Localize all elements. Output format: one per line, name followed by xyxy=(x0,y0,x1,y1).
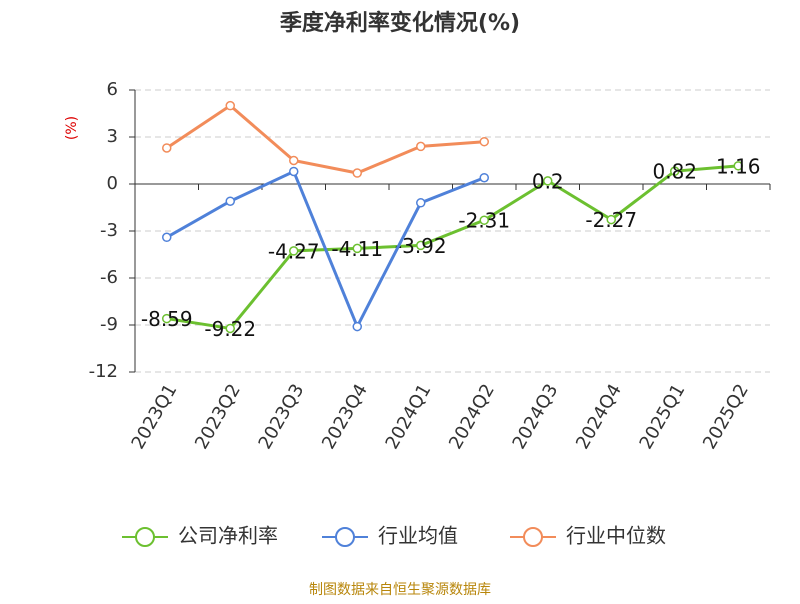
data-point xyxy=(289,246,299,256)
y-tick-label: 3 xyxy=(107,126,118,147)
data-label: -2.27 xyxy=(585,208,637,232)
legend-marker xyxy=(335,527,355,547)
legend-label: 公司净利率 xyxy=(178,524,278,548)
data-point xyxy=(479,136,489,147)
data-point xyxy=(289,155,299,166)
x-tick-label: 2025Q2 xyxy=(699,381,753,453)
data-label: -4.11 xyxy=(331,237,383,261)
x-tick-label: 2024Q4 xyxy=(572,381,626,453)
series-line xyxy=(165,103,485,175)
data-label: 0.2 xyxy=(532,169,564,193)
data-point xyxy=(225,100,235,111)
x-tick-label: 2024Q1 xyxy=(382,381,436,453)
data-point xyxy=(352,321,362,332)
y-tick-label: -12 xyxy=(89,361,118,382)
data-point xyxy=(416,240,426,251)
y-tick-label: -9 xyxy=(100,314,118,335)
source-note: 制图数据来自恒生聚源数据库 xyxy=(309,582,491,598)
y-tick-label: -3 xyxy=(100,220,118,241)
data-point xyxy=(162,143,172,153)
data-label: -4.27 xyxy=(268,239,320,263)
data-point xyxy=(225,323,235,334)
data-point xyxy=(162,232,172,243)
data-point xyxy=(479,215,489,225)
data-point xyxy=(416,198,426,208)
legend-label: 行业中位数 xyxy=(566,524,666,548)
y-tick-label: 0 xyxy=(107,173,118,194)
data-point xyxy=(352,243,362,254)
y-tick-label: -6 xyxy=(100,267,118,288)
data-label: 0.82 xyxy=(652,160,697,184)
series-line xyxy=(166,169,485,331)
chart-title: 季度净利率变化情况(%) xyxy=(280,10,520,36)
data-label: 1.16 xyxy=(716,154,761,178)
data-point xyxy=(543,176,553,186)
x-tick-label: 2024Q2 xyxy=(445,381,499,453)
x-tick-label: 2025Q1 xyxy=(636,381,690,453)
y-tick-label: 6 xyxy=(107,79,118,100)
series-line xyxy=(166,164,739,331)
data-label: -2.31 xyxy=(458,209,510,233)
data-label: -8.59 xyxy=(141,307,193,331)
x-tick-label: 2023Q4 xyxy=(318,381,372,453)
data-point xyxy=(733,161,743,171)
x-tick-label: 2023Q1 xyxy=(128,381,182,453)
data-label: -9.22 xyxy=(204,317,256,341)
legend-marker xyxy=(135,527,155,547)
legend-marker xyxy=(523,527,543,547)
y-axis-label: (%) xyxy=(64,116,80,140)
data-point xyxy=(225,196,235,206)
data-point xyxy=(352,168,362,178)
x-tick-label: 2024Q3 xyxy=(509,381,563,453)
data-point xyxy=(606,214,616,225)
data-point xyxy=(479,172,489,183)
data-point xyxy=(670,166,680,176)
data-point xyxy=(162,313,172,324)
x-tick-label: 2023Q2 xyxy=(191,381,245,453)
data-point xyxy=(416,141,426,152)
legend-label: 行业均值 xyxy=(378,524,458,548)
x-tick-label: 2023Q3 xyxy=(255,381,309,453)
data-point xyxy=(289,166,299,177)
